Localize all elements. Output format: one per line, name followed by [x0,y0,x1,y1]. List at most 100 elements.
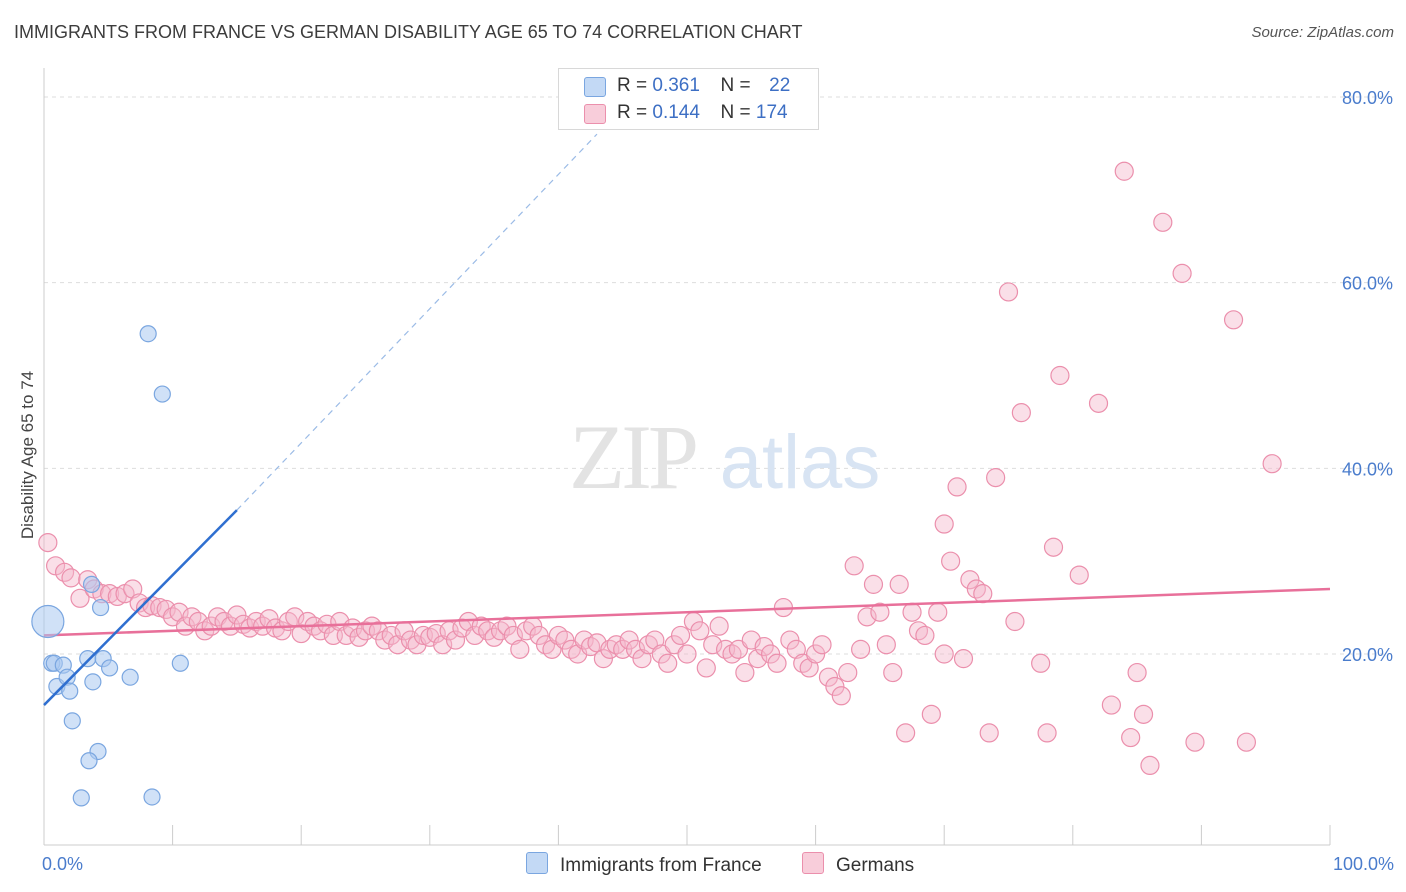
france-point [91,598,110,617]
france-point [121,668,139,686]
germans-point [960,570,980,590]
r-label: R = [617,75,648,96]
germans-point [542,639,562,659]
germans-point [799,658,819,678]
watermark-atlas: atlas [720,420,881,505]
germans-point [107,586,127,607]
r-value-france: 0.361 [652,75,700,96]
germans-point [1005,611,1025,632]
germans-point [445,630,466,650]
germans-point [998,282,1019,302]
france-point [171,654,189,672]
france-point [84,673,102,691]
germans-point [1172,263,1192,283]
y-tick-label: 60.0% [1342,274,1393,294]
y-tick-label: 20.0% [1342,645,1393,665]
germans-point [748,649,768,669]
france-point [63,712,81,730]
germans-point [805,644,826,664]
germans-point [632,649,652,669]
germans-point [433,635,453,655]
germans-point [555,630,575,650]
france-swatch [584,77,606,97]
germans-point [696,658,716,678]
germans-point [1043,537,1064,557]
france-point [153,385,171,403]
legend-label-germans: Germans [836,855,915,876]
germans-point [760,644,781,664]
axes [43,68,1331,846]
germans-point [99,584,120,604]
germans-point [1236,732,1257,752]
germans-point [1223,310,1244,330]
y-tick-label: 80.0% [1342,88,1393,108]
stats-legend: R = 0.361 N = 22 R = 0.144 N = 174 [558,68,819,130]
france-point [79,650,97,668]
germans-point [1114,161,1134,181]
germans-point [658,653,678,673]
germans-point [593,649,614,669]
germans-point [70,588,90,608]
germans-point [645,630,665,650]
x-tick-label: 100.0% [1333,854,1394,874]
stats-text-germans: R = 0.144 N = 174 [617,102,788,124]
germans-point [921,704,941,724]
germans-point [1050,365,1070,386]
germans-trendline [43,587,1331,637]
germans-point [465,625,485,646]
france-point [61,682,79,700]
germans-point [863,574,884,594]
germans-point [1185,732,1205,752]
germans-point [986,468,1006,488]
germans-point [915,625,935,646]
gridlines [44,96,1392,655]
n-value-germans: 174 [755,102,788,123]
france-point [72,789,90,807]
germans-point [844,556,864,576]
france-trend-line [43,509,238,706]
germans-point [703,635,723,655]
series-legend: Immigrants from France Germans [0,852,1406,878]
germans-point [150,597,170,618]
tick-labels: 20.0% 40.0% 60.0% 80.0% 0.0% 100.0% [42,88,1394,874]
germans-point [735,662,755,683]
germans-point [651,644,671,664]
france-trend-extension [236,133,598,511]
france-point [80,752,98,770]
n-label: N = [720,75,751,96]
germans-point [38,532,58,553]
germans-point [664,635,684,655]
germans-point [934,514,954,534]
stats-text-france: R = 0.361 N = 22 [617,75,790,97]
germans-point [510,639,530,659]
germans-point [1101,695,1121,715]
source-label: Source: ZipAtlas.com [1251,24,1394,41]
germans-point [1037,723,1057,743]
germans-swatch [584,104,606,124]
watermark-zip: ZIP [569,406,696,508]
germans-point [503,625,523,646]
france-points [31,325,189,807]
germans-point [883,662,903,683]
chart-title: IMMIGRANTS FROM FRANCE VS GERMAN DISABIL… [14,22,803,42]
germans-point [625,639,646,659]
germans-point [941,551,961,571]
legend-label-france: Immigrants from France [560,855,762,876]
germans-point [388,635,408,655]
germans-point [227,605,247,625]
germans-point [928,602,948,622]
germans-point [889,574,909,594]
germans-trend-line [43,587,1331,637]
germans-point [876,635,896,655]
r-value-germans: 0.144 [652,102,700,123]
france-point [139,325,157,343]
germans-point [973,584,993,604]
germans-point [677,644,697,664]
germans-point [831,686,851,706]
germans-point [851,639,871,659]
germans-point [818,667,839,687]
germans-point [368,621,388,641]
germans-point [1127,662,1147,683]
germans-point [1140,755,1160,776]
